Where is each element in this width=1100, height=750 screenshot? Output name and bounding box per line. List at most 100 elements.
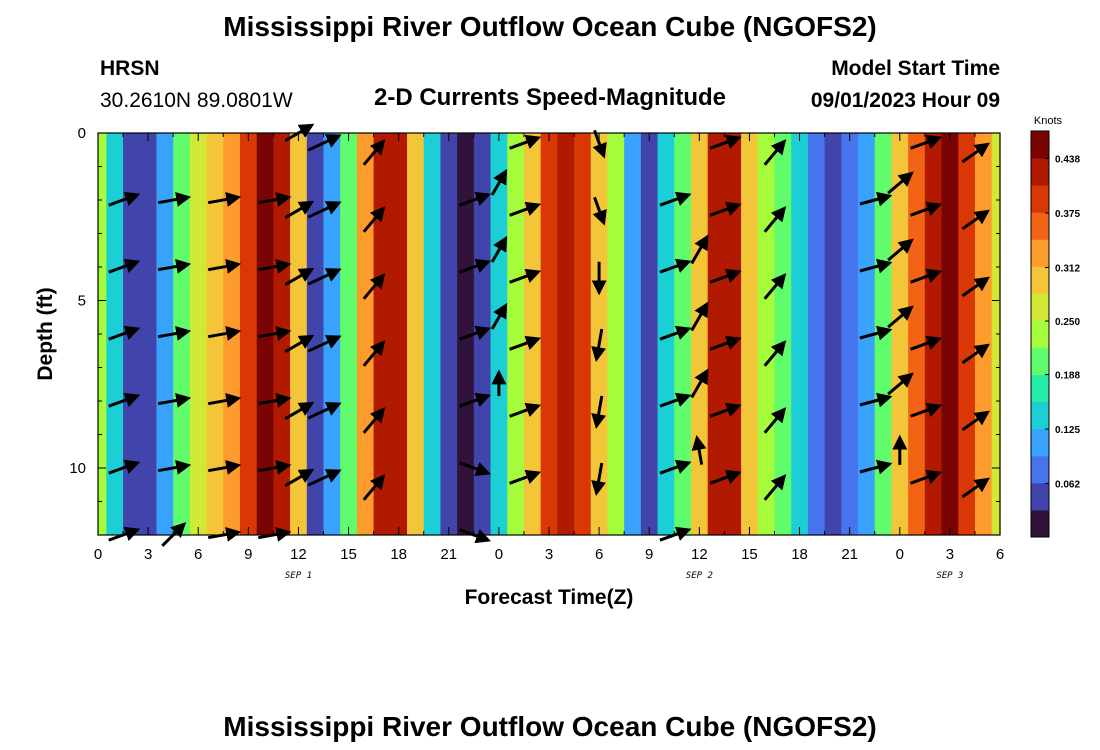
colorbar-swatch [1031,158,1049,186]
y-axis-label: Depth (ft) [34,287,57,380]
colorbar-swatch [1031,266,1049,294]
heatmap-cell [490,133,508,535]
x-tick-label: 21 [841,546,858,563]
colorbar-unit: Knots [1034,115,1063,127]
colorbar-swatch [1031,239,1049,267]
current-vector [709,469,742,485]
current-vector [909,402,943,418]
current-vector [307,402,342,420]
current-vector [157,393,192,408]
current-vector [859,459,893,475]
current-vector [509,469,542,485]
colorbar-swatch [1031,509,1049,538]
current-vector [207,393,242,408]
current-vector [458,392,492,408]
heatmap-cell [657,133,675,535]
current-vector [157,460,192,475]
x-tick-label: 12 [290,546,307,563]
colorbar: 0.438 0.375 0.312 0.250 0.188 0.125 0.062 [1030,130,1080,538]
x-tick-label: 3 [144,546,152,563]
current-vector [284,267,315,286]
colorbar-swatch [1031,212,1049,240]
x-tick-label: 18 [791,546,808,563]
current-vector [362,273,386,300]
heatmap-cell [690,133,709,535]
current-vector [659,392,692,408]
heatmap-cell [640,133,659,535]
x-tick-label: 9 [244,546,252,563]
x-tick-label: 6 [194,546,202,563]
heatmap-cell [858,133,876,535]
colorbar-tick-label: 0.250 [1055,317,1080,328]
current-vector [207,326,242,341]
current-vector [709,268,742,284]
current-vector [490,302,508,330]
current-vector [207,259,242,274]
current-vector [307,469,342,487]
current-vector [859,392,893,408]
heatmap-cell [724,133,742,535]
heatmap-cell [356,133,375,535]
colorbar-swatch [1031,428,1049,457]
current-vector [108,392,141,408]
colorbar-tick-label: 0.375 [1055,209,1080,220]
colorbar-swatch [1031,320,1049,349]
heatmap-cell [323,133,341,535]
current-vector [659,191,692,207]
heatmap-cell [974,133,993,535]
current-vector [709,201,742,217]
current-vector [961,477,990,499]
current-vector [284,200,315,219]
current-vector [909,134,943,150]
current-vector [763,474,787,501]
heatmap-cell [958,133,976,535]
colorbar-tick-label: 0.188 [1055,371,1080,382]
current-vector [490,168,508,196]
heatmap-cell [306,133,325,535]
current-vector [157,259,192,274]
current-vector [362,206,386,233]
heatmap-cell [373,133,391,535]
colorbar-swatch [1031,293,1049,321]
heatmap-cell [924,133,943,535]
current-vector [258,259,292,274]
x-tick-label: 9 [645,546,653,563]
date-label: SEP 1 [285,571,312,581]
current-vector [592,196,607,226]
current-vector [961,410,990,432]
x-tick-label: 15 [741,546,758,563]
current-vector [307,201,342,219]
current-vector [509,134,542,150]
current-vector [108,191,141,207]
current-vector [362,139,386,166]
heatmap-cell [189,133,208,535]
current-vector [509,268,542,284]
x-tick-label: 3 [545,546,553,563]
current-vector [108,325,141,341]
current-vector [458,258,492,274]
current-vector [909,335,943,351]
current-vector [691,434,707,465]
heatmap-cell [607,133,625,535]
current-vector [362,407,386,434]
colorbar-swatch [1031,482,1049,511]
x-axis-label: Forecast Time(Z) [465,586,634,609]
colorbar-swatch [1031,374,1049,403]
x-tick-label: 0 [896,546,904,563]
heatmap-cell [774,133,792,535]
current-vector [307,134,342,152]
current-vector [108,459,141,475]
current-vector [458,325,492,341]
x-tick-label: 0 [495,546,503,563]
current-vector [909,201,943,217]
x-tick-label: 21 [440,546,457,563]
heatmap-cell [106,133,124,535]
heatmap-cell [523,133,542,535]
colorbar-tick-label: 0.438 [1055,155,1080,166]
current-vector [961,142,990,164]
heatmap-cell [891,133,909,535]
current-vectors [108,123,990,547]
current-vector [763,273,787,300]
station-coordinates: 30.2610N 89.0801W [100,89,293,112]
